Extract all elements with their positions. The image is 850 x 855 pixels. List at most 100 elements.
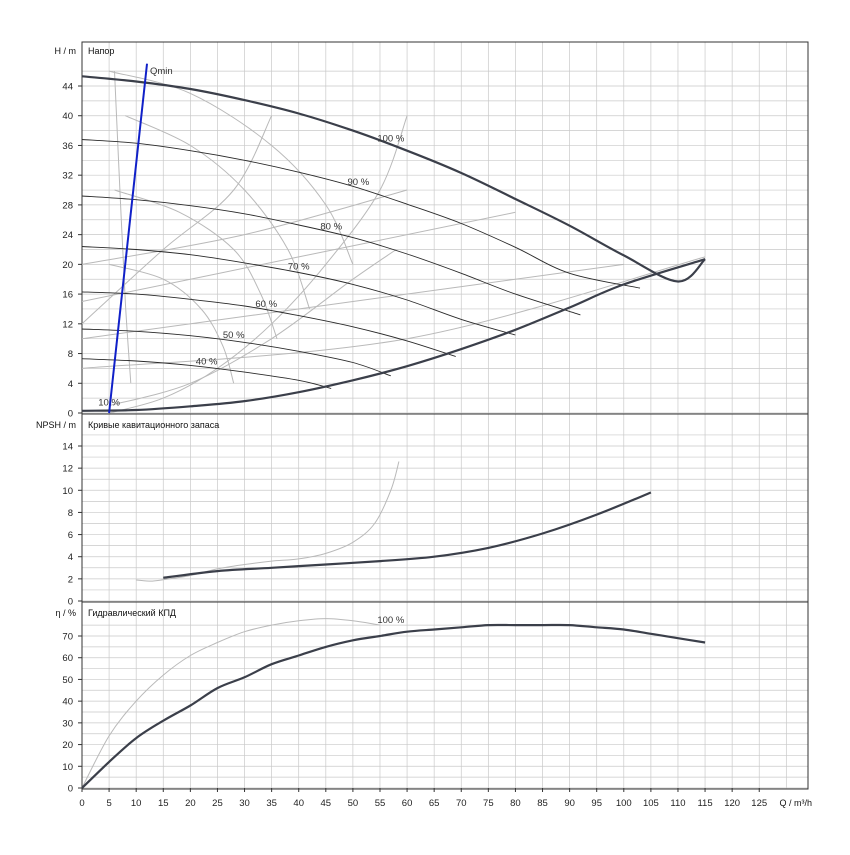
iso-efficiency-curve	[114, 189, 278, 339]
xtick-label: 0	[79, 798, 84, 809]
iso-efficiency-curve	[108, 115, 408, 414]
iso-efficiency-curve	[81, 189, 408, 265]
eff-ytick-label: 40	[62, 697, 73, 708]
speed-curve-80-line	[81, 195, 581, 316]
system-curve-line	[81, 258, 706, 412]
npsh-panel-title: Кривые кавитационного запаса	[88, 420, 219, 430]
xtick-label: 5	[106, 798, 111, 809]
iso-efficiency-curve	[108, 263, 235, 384]
eff-panel-title: Гидравлический КПД	[88, 608, 176, 618]
eff-ytick-label: 0	[68, 784, 73, 795]
xtick-label: 20	[185, 798, 196, 809]
iso-efficiency-curve	[108, 70, 354, 265]
head-ytick-label: 40	[62, 111, 73, 122]
qmin-label: Qmin	[150, 66, 173, 77]
npsh-ytick-label: 14	[62, 442, 73, 453]
head-ytick-label: 44	[62, 82, 73, 93]
speed-label-90: 90 %	[347, 177, 369, 188]
npsh-ytick-label: 12	[62, 464, 73, 475]
xtick-label: 80	[510, 798, 521, 809]
iso-efficiency-curve	[108, 249, 397, 407]
speed-curve-40-line	[81, 358, 332, 389]
head-panel-title: Напор	[88, 46, 114, 56]
x-axis-label: Q / m³/h	[779, 798, 812, 808]
head-ytick-label: 12	[62, 319, 73, 330]
head-ytick-label: 4	[68, 379, 73, 390]
label-layer: 0481216202428323640440246810121401020304…	[36, 46, 812, 809]
curve-layer	[81, 63, 706, 789]
xtick-label: 45	[321, 798, 332, 809]
xtick-label: 25	[212, 798, 223, 809]
head-ytick-label: 20	[62, 260, 73, 271]
head-ytick-label: 24	[62, 230, 73, 241]
xtick-label: 55	[375, 798, 386, 809]
xtick-label: 120	[724, 798, 740, 809]
npsh-ytick-label: 4	[68, 552, 73, 563]
head-y-axis-label: H / m	[55, 46, 77, 56]
xtick-label: 15	[158, 798, 169, 809]
speed-label-100: 100 %	[377, 134, 404, 145]
eff-ytick-label: 70	[62, 632, 73, 643]
xtick-label: 90	[564, 798, 575, 809]
npsh-ytick-label: 6	[68, 530, 73, 541]
efficiency-secondary-curve	[81, 618, 381, 789]
speed-label-40: 40 %	[196, 356, 218, 367]
xtick-label: 110	[670, 798, 685, 809]
speed-label-60: 60 %	[255, 299, 277, 310]
head-ytick-label: 8	[68, 349, 73, 360]
qmin-line	[108, 63, 149, 414]
eff-ytick-label: 60	[62, 653, 73, 664]
npsh-curve	[163, 491, 652, 579]
head-ytick-label: 0	[68, 409, 73, 420]
npsh-y-axis-label: NPSH / m	[36, 420, 76, 430]
speed-label-50: 50 %	[223, 330, 245, 341]
xtick-label: 65	[429, 798, 440, 809]
speed-curve-70-line	[81, 246, 516, 336]
npsh-ytick-label: 0	[68, 597, 73, 608]
iso-efficiency-curve	[81, 256, 706, 369]
xtick-label: 95	[591, 798, 602, 809]
eff-y-axis-label: η / %	[55, 608, 76, 618]
xtick-label: 115	[697, 798, 712, 809]
eff-ytick-label: 50	[62, 675, 73, 686]
xtick-label: 50	[348, 798, 359, 809]
head-ytick-label: 28	[62, 200, 73, 211]
efficiency-curve-label: 100 %	[377, 615, 404, 626]
eff-ytick-label: 20	[62, 740, 73, 751]
speed-curve-100-line	[81, 75, 706, 283]
iso-efficiency-curve	[81, 211, 516, 302]
xtick-label: 125	[751, 798, 767, 809]
head-ytick-label: 36	[62, 141, 73, 152]
efficiency-curve	[81, 623, 706, 789]
xtick-label: 30	[239, 798, 250, 809]
speed-label-10: 10 %	[98, 398, 120, 409]
xtick-label: 60	[402, 798, 413, 809]
iso-efficiency-curve	[81, 263, 624, 340]
xtick-label: 100	[616, 798, 632, 809]
xtick-label: 10	[131, 798, 142, 809]
iso-efficiency-curve	[125, 115, 311, 310]
xtick-label: 105	[643, 798, 659, 809]
npsh-ytick-label: 8	[68, 508, 73, 519]
xtick-label: 85	[537, 798, 548, 809]
npsh-secondary-curve	[136, 461, 400, 582]
speed-label-70: 70 %	[288, 262, 310, 273]
head-ytick-label: 16	[62, 290, 73, 301]
speed-label-80: 80 %	[320, 222, 342, 233]
eff-panel-frame	[81, 601, 809, 790]
grid-layer	[78, 41, 809, 792]
xtick-label: 40	[293, 798, 304, 809]
head-ytick-label: 32	[62, 171, 73, 182]
xtick-label: 75	[483, 798, 494, 809]
npsh-ytick-label: 10	[62, 486, 73, 497]
iso-efficiency-curve	[114, 71, 132, 384]
eff-ytick-label: 10	[62, 762, 73, 773]
xtick-label: 35	[266, 798, 277, 809]
speed-curve-50-line	[81, 328, 391, 377]
npsh-ytick-label: 2	[68, 574, 73, 585]
speed-curve-60-line	[81, 291, 456, 357]
speed-curve-90-line	[81, 139, 641, 289]
xtick-label: 70	[456, 798, 467, 809]
